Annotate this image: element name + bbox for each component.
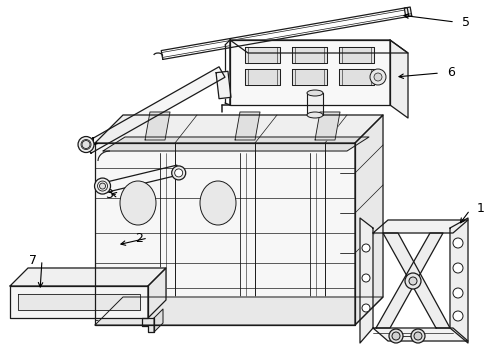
Ellipse shape [200, 181, 236, 225]
Polygon shape [373, 220, 468, 233]
Polygon shape [245, 69, 280, 85]
Ellipse shape [99, 183, 105, 189]
Polygon shape [103, 137, 369, 151]
Polygon shape [230, 40, 390, 105]
Polygon shape [154, 309, 163, 332]
Polygon shape [102, 165, 179, 193]
Text: 7: 7 [29, 253, 37, 266]
Polygon shape [95, 297, 383, 325]
Ellipse shape [81, 140, 91, 149]
Polygon shape [355, 115, 383, 325]
Polygon shape [315, 112, 340, 140]
Ellipse shape [453, 263, 463, 273]
Polygon shape [292, 69, 327, 85]
Polygon shape [142, 318, 154, 332]
Polygon shape [145, 112, 170, 140]
Text: 2: 2 [135, 231, 143, 244]
Ellipse shape [362, 274, 370, 282]
Ellipse shape [409, 277, 417, 285]
Ellipse shape [389, 329, 403, 343]
Polygon shape [10, 286, 148, 318]
Ellipse shape [362, 244, 370, 252]
Text: 4: 4 [87, 136, 95, 149]
Polygon shape [10, 268, 166, 286]
Polygon shape [376, 233, 443, 328]
Polygon shape [390, 40, 408, 118]
Ellipse shape [78, 136, 94, 153]
Ellipse shape [414, 332, 422, 340]
Polygon shape [339, 47, 374, 63]
Polygon shape [383, 233, 450, 328]
Polygon shape [230, 40, 408, 53]
Ellipse shape [453, 311, 463, 321]
Ellipse shape [82, 140, 90, 149]
Ellipse shape [370, 69, 386, 85]
Text: 3: 3 [105, 189, 113, 202]
Polygon shape [95, 115, 383, 143]
Polygon shape [148, 268, 166, 318]
Polygon shape [307, 93, 323, 115]
Ellipse shape [411, 329, 425, 343]
Polygon shape [85, 67, 225, 153]
Text: 5: 5 [462, 15, 470, 28]
Ellipse shape [120, 181, 156, 225]
Text: 1: 1 [477, 202, 485, 215]
Polygon shape [18, 294, 140, 310]
Ellipse shape [362, 304, 370, 312]
Ellipse shape [453, 238, 463, 248]
Polygon shape [404, 7, 412, 17]
Ellipse shape [307, 90, 323, 96]
Polygon shape [95, 143, 355, 325]
Polygon shape [235, 112, 260, 140]
Ellipse shape [374, 73, 382, 81]
Polygon shape [373, 328, 468, 341]
Ellipse shape [392, 332, 400, 340]
Polygon shape [360, 218, 373, 343]
Polygon shape [245, 47, 280, 63]
Polygon shape [161, 8, 409, 59]
Polygon shape [216, 71, 231, 99]
Ellipse shape [405, 273, 421, 289]
Ellipse shape [98, 181, 107, 191]
Ellipse shape [453, 288, 463, 298]
Ellipse shape [307, 112, 323, 118]
Ellipse shape [172, 166, 186, 180]
Polygon shape [339, 69, 374, 85]
Ellipse shape [95, 178, 111, 194]
Text: 6: 6 [447, 67, 455, 80]
Ellipse shape [175, 169, 183, 177]
Polygon shape [450, 218, 468, 343]
Polygon shape [292, 47, 327, 63]
